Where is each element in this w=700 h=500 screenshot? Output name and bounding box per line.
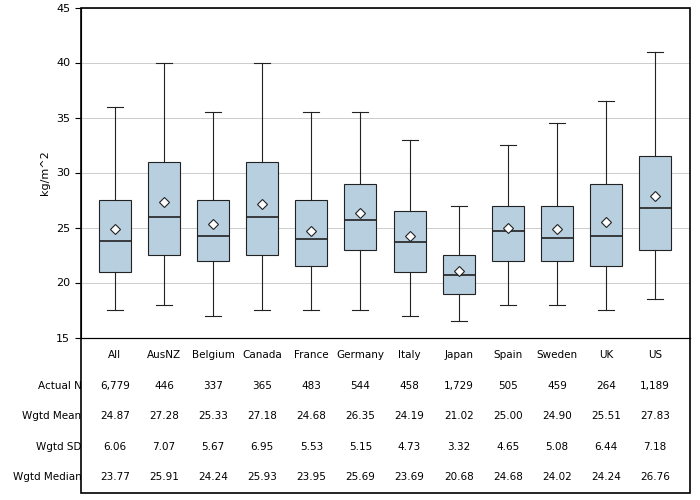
Text: 27.18: 27.18 [247,411,277,421]
Text: 1,729: 1,729 [444,381,474,391]
Text: Wgtd Median: Wgtd Median [13,472,81,482]
Text: 483: 483 [302,381,321,391]
Text: France: France [294,350,328,360]
Text: 24.68: 24.68 [296,411,326,421]
Text: 458: 458 [400,381,419,391]
Text: 23.95: 23.95 [296,472,326,482]
Text: 6.06: 6.06 [104,442,127,452]
Text: 1,189: 1,189 [640,381,670,391]
Text: US: US [648,350,662,360]
PathPatch shape [492,206,524,260]
Text: 24.24: 24.24 [198,472,228,482]
Text: 24.68: 24.68 [493,472,523,482]
Text: 3.32: 3.32 [447,442,470,452]
Text: 365: 365 [252,381,272,391]
Text: 505: 505 [498,381,518,391]
Text: 20.68: 20.68 [444,472,473,482]
PathPatch shape [197,200,229,260]
Text: 4.73: 4.73 [398,442,421,452]
Text: 25.93: 25.93 [247,472,277,482]
Text: Italy: Italy [398,350,421,360]
PathPatch shape [344,184,377,250]
Text: 26.76: 26.76 [640,472,670,482]
Text: 25.33: 25.33 [198,411,228,421]
Text: Sweden: Sweden [536,350,578,360]
PathPatch shape [393,211,426,272]
Text: 264: 264 [596,381,616,391]
Text: 337: 337 [203,381,223,391]
Text: All: All [108,350,121,360]
Text: 6.95: 6.95 [251,442,274,452]
PathPatch shape [148,162,180,255]
Text: 25.00: 25.00 [493,411,523,421]
Text: Wgtd SD: Wgtd SD [36,442,81,452]
Text: 27.83: 27.83 [640,411,670,421]
Text: 4.65: 4.65 [496,442,519,452]
PathPatch shape [639,156,671,250]
PathPatch shape [541,206,573,260]
Text: Belgium: Belgium [192,350,234,360]
Text: Spain: Spain [494,350,522,360]
Text: 5.67: 5.67 [202,442,225,452]
Text: 24.02: 24.02 [542,472,572,482]
Text: Canada: Canada [242,350,282,360]
Text: 459: 459 [547,381,567,391]
Text: 544: 544 [351,381,370,391]
Text: UK: UK [599,350,613,360]
PathPatch shape [295,200,328,266]
Text: 7.18: 7.18 [643,442,666,452]
Text: 23.77: 23.77 [100,472,130,482]
PathPatch shape [246,162,278,255]
Text: AusNZ: AusNZ [147,350,181,360]
Text: 7.07: 7.07 [153,442,176,452]
Text: 446: 446 [154,381,174,391]
Text: Japan: Japan [444,350,473,360]
PathPatch shape [590,184,622,266]
Text: 5.08: 5.08 [545,442,568,452]
Text: 24.90: 24.90 [542,411,572,421]
PathPatch shape [442,255,475,294]
Text: Actual N: Actual N [38,381,81,391]
Text: 24.24: 24.24 [591,472,621,482]
Text: Germany: Germany [337,350,384,360]
Text: 5.53: 5.53 [300,442,323,452]
Text: 24.87: 24.87 [100,411,130,421]
Text: 6,779: 6,779 [100,381,130,391]
Y-axis label: kg/m^2: kg/m^2 [41,150,50,195]
Text: 23.69: 23.69 [395,472,424,482]
Text: Wgtd Mean: Wgtd Mean [22,411,81,421]
Text: 21.02: 21.02 [444,411,473,421]
Text: 27.28: 27.28 [149,411,179,421]
Text: 24.19: 24.19 [395,411,424,421]
Text: 5.15: 5.15 [349,442,372,452]
Text: 25.51: 25.51 [591,411,621,421]
PathPatch shape [99,200,131,272]
Text: 26.35: 26.35 [346,411,375,421]
Text: 6.44: 6.44 [594,442,617,452]
Text: 25.69: 25.69 [346,472,375,482]
Text: 25.91: 25.91 [149,472,179,482]
